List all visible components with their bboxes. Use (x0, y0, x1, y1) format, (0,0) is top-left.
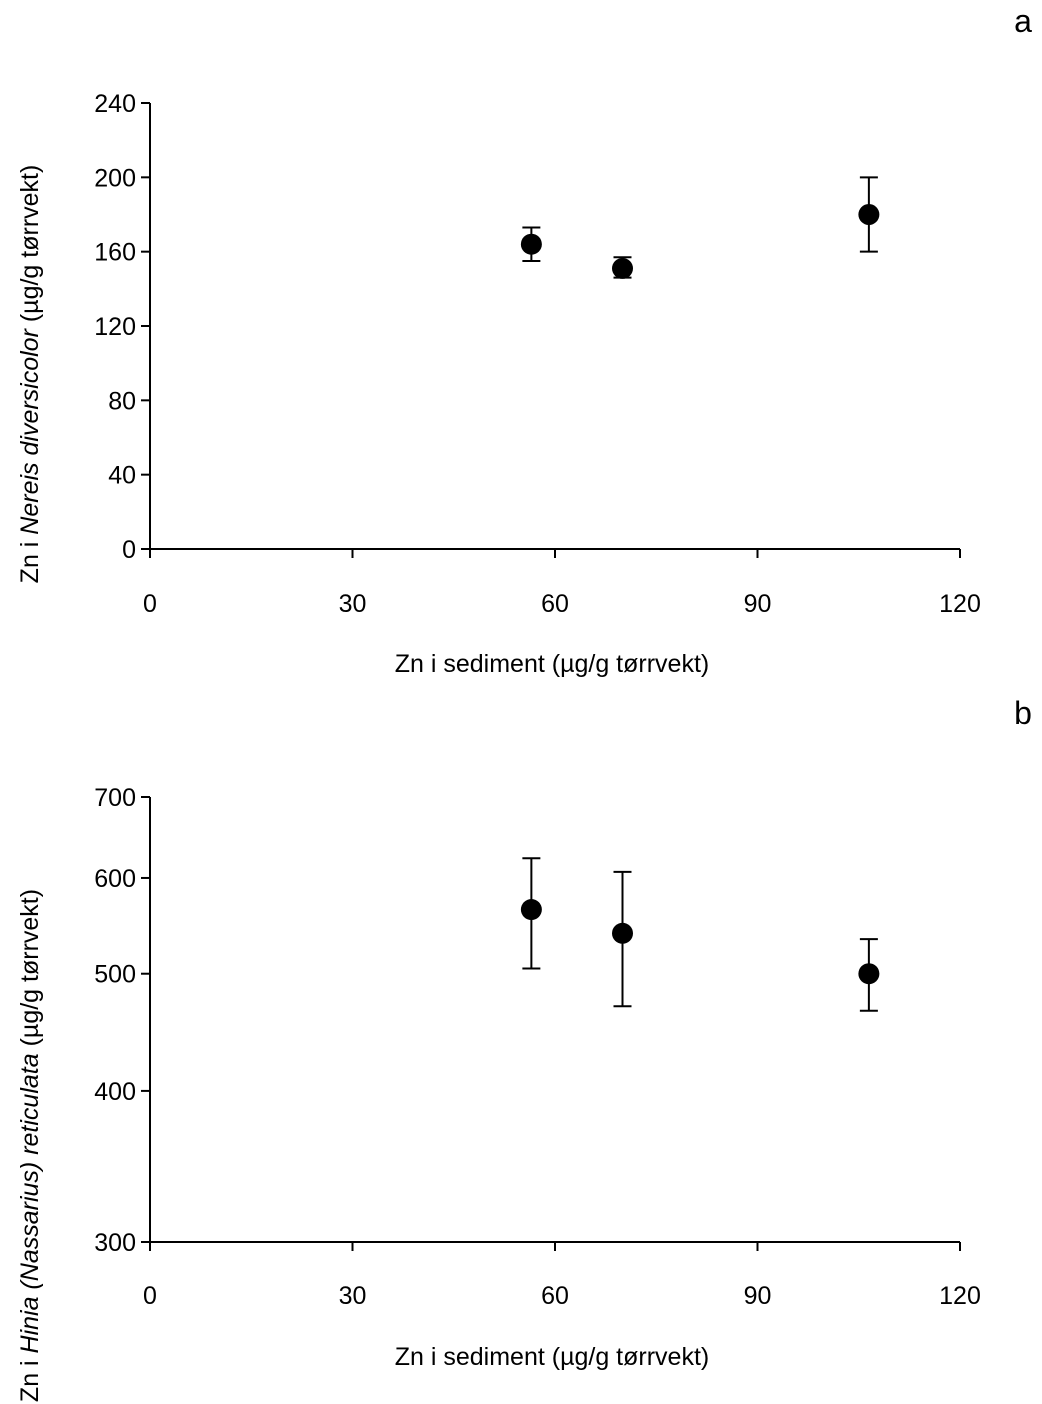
data-point-group (520, 226, 542, 262)
panel-label: a (1014, 3, 1032, 39)
data-point (520, 233, 542, 255)
data-point-group (858, 938, 880, 1012)
y-tick-label: 300 (94, 1229, 136, 1257)
x-tick-label: 30 (339, 590, 367, 618)
x-tick-label: 90 (744, 590, 772, 618)
y-tick-label: 700 (94, 784, 136, 812)
y-axis-title: Zn i Hinia (Nassarius) reticulata (µg/g … (16, 889, 44, 1402)
y-tick-label: 0 (122, 536, 136, 564)
panel-label: b (1014, 695, 1032, 731)
y-axis-title-part: Zn i (16, 535, 44, 584)
data-point (612, 257, 633, 279)
x-axis-title: Zn i sediment (µg/g tørrvekt) (395, 650, 709, 678)
y-axis-title: Zn i Nereis diversicolor (µg/g tørrvekt) (16, 165, 44, 584)
x-tick-label: 60 (541, 1282, 569, 1310)
data-point (520, 899, 542, 921)
x-axis-title: Zn i sediment (µg/g tørrvekt) (395, 1343, 709, 1371)
x-tick-label: 0 (143, 1282, 157, 1310)
x-tick-label: 120 (939, 590, 981, 618)
y-axis-title-part: Nereis diversicolor (16, 327, 44, 534)
y-axis-title-part: (µg/g tørrvekt) (16, 889, 44, 1053)
x-tick-label: 60 (541, 590, 569, 618)
y-axis-title-part: Hinia (Nassarius) reticulata (16, 1053, 44, 1353)
data-point (612, 922, 633, 944)
y-tick-label: 80 (108, 387, 136, 415)
y-tick-label: 120 (94, 313, 136, 341)
data-point-group (612, 256, 633, 279)
y-tick-label: 40 (108, 462, 136, 490)
x-tick-label: 120 (939, 1282, 981, 1310)
chart-panel-b: b 300 400 500 600 700 0 30 60 90 120 Zn i sediment … (16, 695, 1032, 1402)
chart-panel-a: a 0 40 80 120 160 200 240 0 30 60 90 120 Zn i sedimen… (16, 3, 1032, 678)
y-tick-label: 200 (94, 164, 136, 192)
y-tick-label: 240 (94, 90, 136, 118)
data-point-group (858, 176, 880, 253)
y-axis-title-part: (µg/g tørrvekt) (16, 165, 44, 329)
data-point-group (612, 870, 633, 1008)
y-tick-label: 500 (94, 961, 136, 989)
y-tick-label: 160 (94, 239, 136, 267)
x-tick-label: 90 (744, 1282, 772, 1310)
x-tick-label: 0 (143, 590, 157, 618)
data-point-group (520, 857, 542, 970)
data-point (858, 204, 880, 225)
y-tick-label: 600 (94, 865, 136, 893)
y-axis-title-part: Zn i (16, 1353, 44, 1402)
x-tick-label: 30 (339, 1282, 367, 1310)
data-point (858, 963, 880, 985)
y-tick-label: 400 (94, 1078, 136, 1106)
